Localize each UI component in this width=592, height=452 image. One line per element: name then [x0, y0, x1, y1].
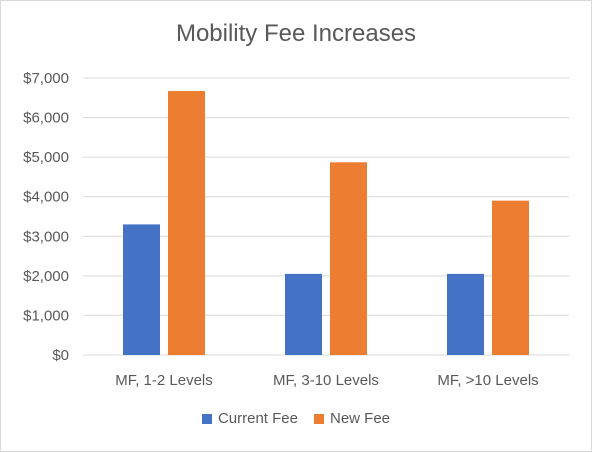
y-tick-label: $2,000	[23, 268, 69, 285]
x-tick-label: MF, 1-2 Levels	[115, 372, 213, 389]
legend: Current Fee New Fee	[0, 410, 592, 427]
bar-new-fee-1	[330, 162, 367, 355]
y-tick-label: $5,000	[23, 149, 69, 166]
bar-new-fee-0	[168, 91, 205, 356]
y-tick-label: $4,000	[23, 189, 69, 206]
y-tick-label: $3,000	[23, 228, 69, 245]
x-axis-labels: MF, 1-2 Levels MF, 3-10 Levels MF, >10 Lev…	[115, 372, 538, 389]
legend-label-new-fee: New Fee	[330, 410, 391, 427]
legend-label-current-fee: Current Fee	[217, 410, 298, 427]
y-tick-label: $1,000	[23, 307, 69, 324]
y-tick-label: $6,000	[23, 110, 69, 127]
legend-item-current-fee: Current Fee	[201, 410, 298, 427]
legend-swatch-new-fee	[314, 413, 324, 424]
legend-item-new-fee: New Fee	[314, 410, 390, 427]
bars	[123, 91, 529, 356]
y-axis-labels: $0 $1,000 $2,000 $3,000 $4,000 $5,000 $6,000 $7…	[23, 70, 69, 364]
bar-current-fee-0	[123, 224, 160, 355]
x-tick-label: MF, 3-10 Levels	[273, 372, 379, 389]
gridlines	[83, 77, 569, 356]
chart-title: Mobility Fee Increases	[175, 20, 417, 47]
legend-swatch-current-fee	[201, 413, 212, 424]
y-tick-label: $7,000	[23, 70, 69, 87]
y-tick-label: $0	[52, 347, 69, 364]
x-tick-label: MF, >10 Levels	[437, 372, 538, 389]
bar-current-fee-1	[285, 273, 322, 355]
bar-new-fee-2	[492, 200, 529, 355]
bar-current-fee-2	[447, 273, 484, 355]
